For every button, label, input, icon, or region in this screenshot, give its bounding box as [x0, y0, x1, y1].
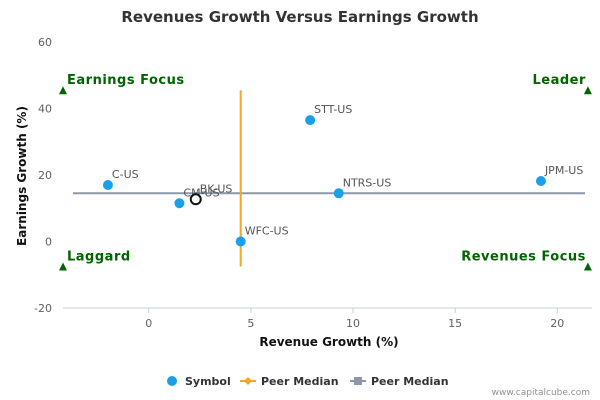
data-point[interactable] [535, 175, 546, 186]
legend-item-label[interactable]: Peer Median [371, 375, 449, 388]
x-axis-ticks: 0 5 10 15 20 [145, 308, 564, 330]
x-tick-label: 5 [247, 317, 254, 330]
data-point-label: BK-US [200, 182, 233, 195]
data-point-highlight[interactable] [189, 193, 202, 206]
quadrant-label: Revenues Focus [461, 249, 586, 264]
data-point[interactable] [102, 179, 113, 190]
data-point-label: NTRS-US [343, 176, 392, 189]
data-point-label: STT-US [314, 103, 352, 116]
data-point-label: WFC-US [245, 225, 289, 238]
data-point-label: C-US [112, 168, 139, 181]
quadrant-marker [583, 262, 592, 271]
quadrant-label: Laggard [67, 249, 131, 264]
credit-text: www.capitalcube.com [492, 388, 590, 398]
data-point[interactable] [333, 188, 344, 199]
y-tick-label: 20 [38, 169, 52, 182]
legend-item-label[interactable]: Peer Median [261, 375, 339, 388]
data-point[interactable] [305, 115, 316, 126]
quadrant-marker [583, 86, 592, 95]
y-tick-label: 60 [38, 36, 52, 49]
legend-symbol-marker [167, 376, 177, 386]
y-axis-ticks: -20 0 20 40 60 [34, 36, 52, 315]
legend-square-marker [354, 377, 362, 385]
peer-median-lines [73, 90, 585, 267]
legend-item-label[interactable]: Symbol [185, 375, 231, 388]
x-axis-title: Revenue Growth (%) [259, 335, 398, 349]
data-point[interactable] [174, 198, 185, 209]
y-tick-label: 40 [38, 103, 52, 116]
quadrant-label: Earnings Focus [67, 73, 185, 88]
legend[interactable]: Symbol Peer Median Peer Median [167, 375, 449, 388]
y-tick-label: 0 [45, 236, 52, 249]
quadrant-label: Leader [532, 73, 585, 88]
x-tick-label: 15 [448, 317, 462, 330]
y-axis-title: Earnings Growth (%) [15, 106, 29, 246]
quadrant-marker [59, 86, 67, 95]
x-tick-label: 20 [550, 317, 564, 330]
x-tick-label: 0 [145, 317, 152, 330]
chart-title: Revenues Growth Versus Earnings Growth [121, 8, 478, 26]
quadrant-marker [59, 262, 67, 271]
y-tick-label: -20 [34, 302, 52, 315]
legend-diamond-marker [244, 377, 252, 385]
data-point-label: JPM-US [544, 164, 583, 177]
quadrant-labels: Earnings Focus Leader Laggard Revenues Focu… [59, 73, 592, 271]
data-point[interactable] [235, 236, 246, 247]
x-tick-label: 10 [346, 317, 360, 330]
